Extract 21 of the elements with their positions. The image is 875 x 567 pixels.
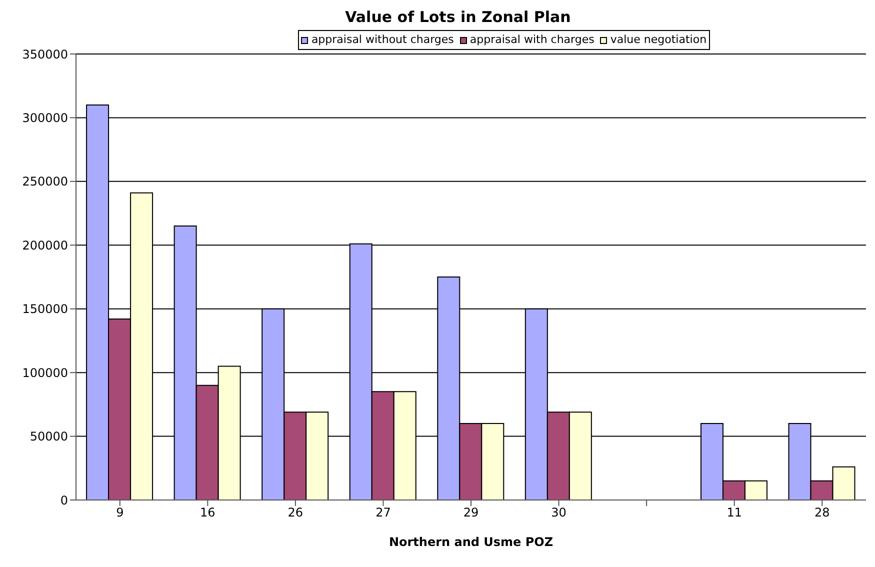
x-tick-label: 11 bbox=[726, 506, 742, 520]
y-tick-label: 200000 bbox=[22, 238, 68, 252]
x-tick-label: 30 bbox=[551, 506, 566, 520]
x-axis-title: Northern and Usme POZ bbox=[388, 535, 554, 549]
legend-label: appraisal without charges bbox=[310, 32, 454, 48]
y-tick-label: 150000 bbox=[22, 302, 68, 316]
y-tick-label: 100000 bbox=[22, 366, 68, 380]
x-tick-label: 16 bbox=[200, 506, 216, 520]
y-tick-label: 50000 bbox=[30, 430, 68, 444]
legend-label: appraisal with charges bbox=[468, 32, 594, 48]
x-tick-label: 28 bbox=[814, 506, 830, 520]
x-tick-label: 29 bbox=[463, 506, 479, 520]
y-tick-label: 300000 bbox=[22, 110, 68, 125]
y-tick-label: 350000 bbox=[22, 47, 68, 62]
y-tick-label: 0 bbox=[60, 493, 68, 508]
y-tick-label: 250000 bbox=[22, 174, 68, 189]
chart-title: Value of Lots in Zonal Plan bbox=[344, 8, 572, 28]
legend-label: value negotiation bbox=[609, 32, 707, 48]
x-tick-label: 27 bbox=[376, 506, 391, 520]
x-tick-label: 26 bbox=[288, 506, 304, 520]
x-tick-label: 9 bbox=[116, 506, 124, 520]
